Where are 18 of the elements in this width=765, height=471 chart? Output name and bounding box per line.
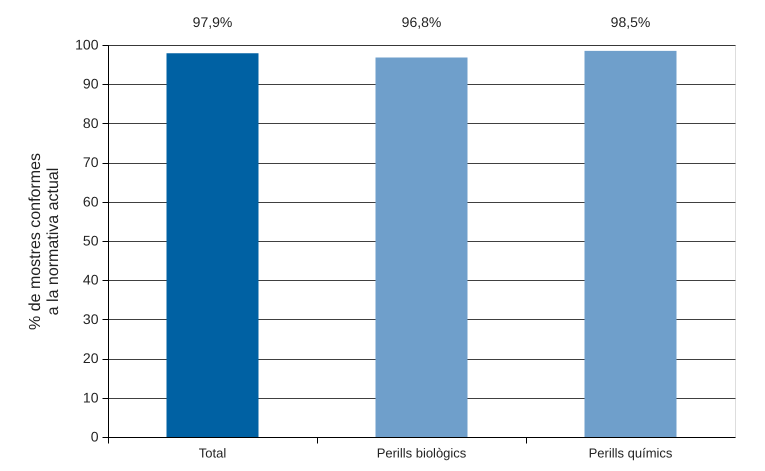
y-tick-label: 20 [82, 350, 99, 366]
y-tick-label: 80 [82, 114, 99, 131]
y-tick-label: 10 [82, 389, 99, 406]
y-tick-label: 40 [82, 272, 99, 288]
y-tick-label: 50 [82, 232, 99, 248]
y-tick-label: 30 [82, 310, 99, 327]
x-tick-label: Total [198, 446, 226, 460]
y-tick-label: 0 [90, 428, 99, 444]
y-tick-label: 90 [82, 76, 99, 92]
data-label: 96,8% [402, 14, 442, 30]
x-tick-label: Perills químics [588, 446, 673, 460]
y-tick-label: 100 [75, 36, 99, 52]
data-label: 98,5% [610, 14, 650, 30]
y-axis-title: % de mostres conformes a la normativa actual [27, 153, 62, 330]
y-tick-label: 70 [82, 154, 99, 170]
x-tick-label: Perills biològics [376, 446, 467, 460]
y-tick-label: 60 [82, 193, 99, 210]
data-label: 97,9% [192, 14, 232, 30]
